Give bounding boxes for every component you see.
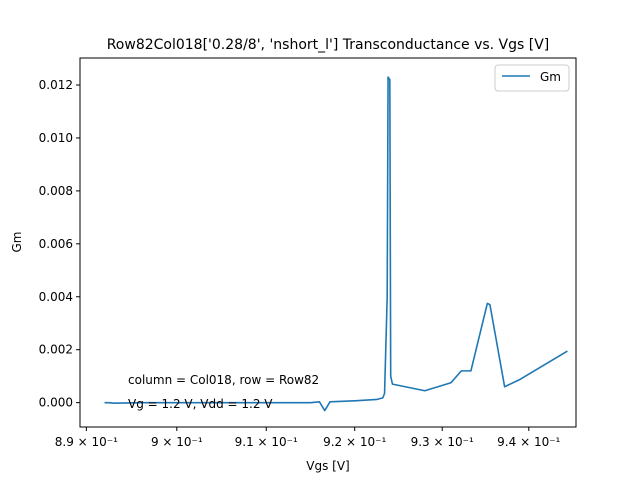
y-tick-label: 0.002 [39,343,73,357]
x-tick-label: 9 × 10⁻¹ [151,435,203,449]
y-tick-label: 0.008 [39,184,73,198]
x-tick-label: 8.9 × 10⁻¹ [55,435,118,449]
annotation-bias: Vg = 1.2 V, Vdd = 1.2 V [128,397,273,411]
plot-layer [104,76,568,412]
x-tick-label: 9.4 × 10⁻¹ [497,435,560,449]
y-tick-label: 0.000 [39,396,73,410]
series-line-gm [104,76,568,412]
y-tick-label: 0.010 [39,131,73,145]
x-tick-label: 9.1 × 10⁻¹ [235,435,298,449]
legend: Gm [494,64,570,92]
x-tick-label: 9.2 × 10⁻¹ [323,435,386,449]
axes-frame [79,57,577,428]
y-axis-ticks: 0.000 0.002 0.004 0.006 0.008 0.010 0.012 [39,78,80,410]
y-tick-label: 0.006 [39,237,73,251]
y-tick-label: 0.012 [39,78,73,92]
chart-title: Row82Col018['0.28/8', 'nshort_l'] Transc… [107,37,550,53]
y-axis-label: Gm [10,232,24,253]
x-tick-label: 9.3 × 10⁻¹ [411,435,474,449]
legend-label-gm: Gm [540,70,561,84]
x-axis-label: Vgs [V] [306,459,349,473]
annotation-location: column = Col018, row = Row82 [128,373,319,387]
x-axis-ticks: 8.9 × 10⁻¹ 9 × 10⁻¹ 9.1 × 10⁻¹ 9.2 × 10⁻¹ 9.… [55,427,561,449]
legend-box [494,64,570,92]
y-tick-label: 0.004 [39,290,73,304]
